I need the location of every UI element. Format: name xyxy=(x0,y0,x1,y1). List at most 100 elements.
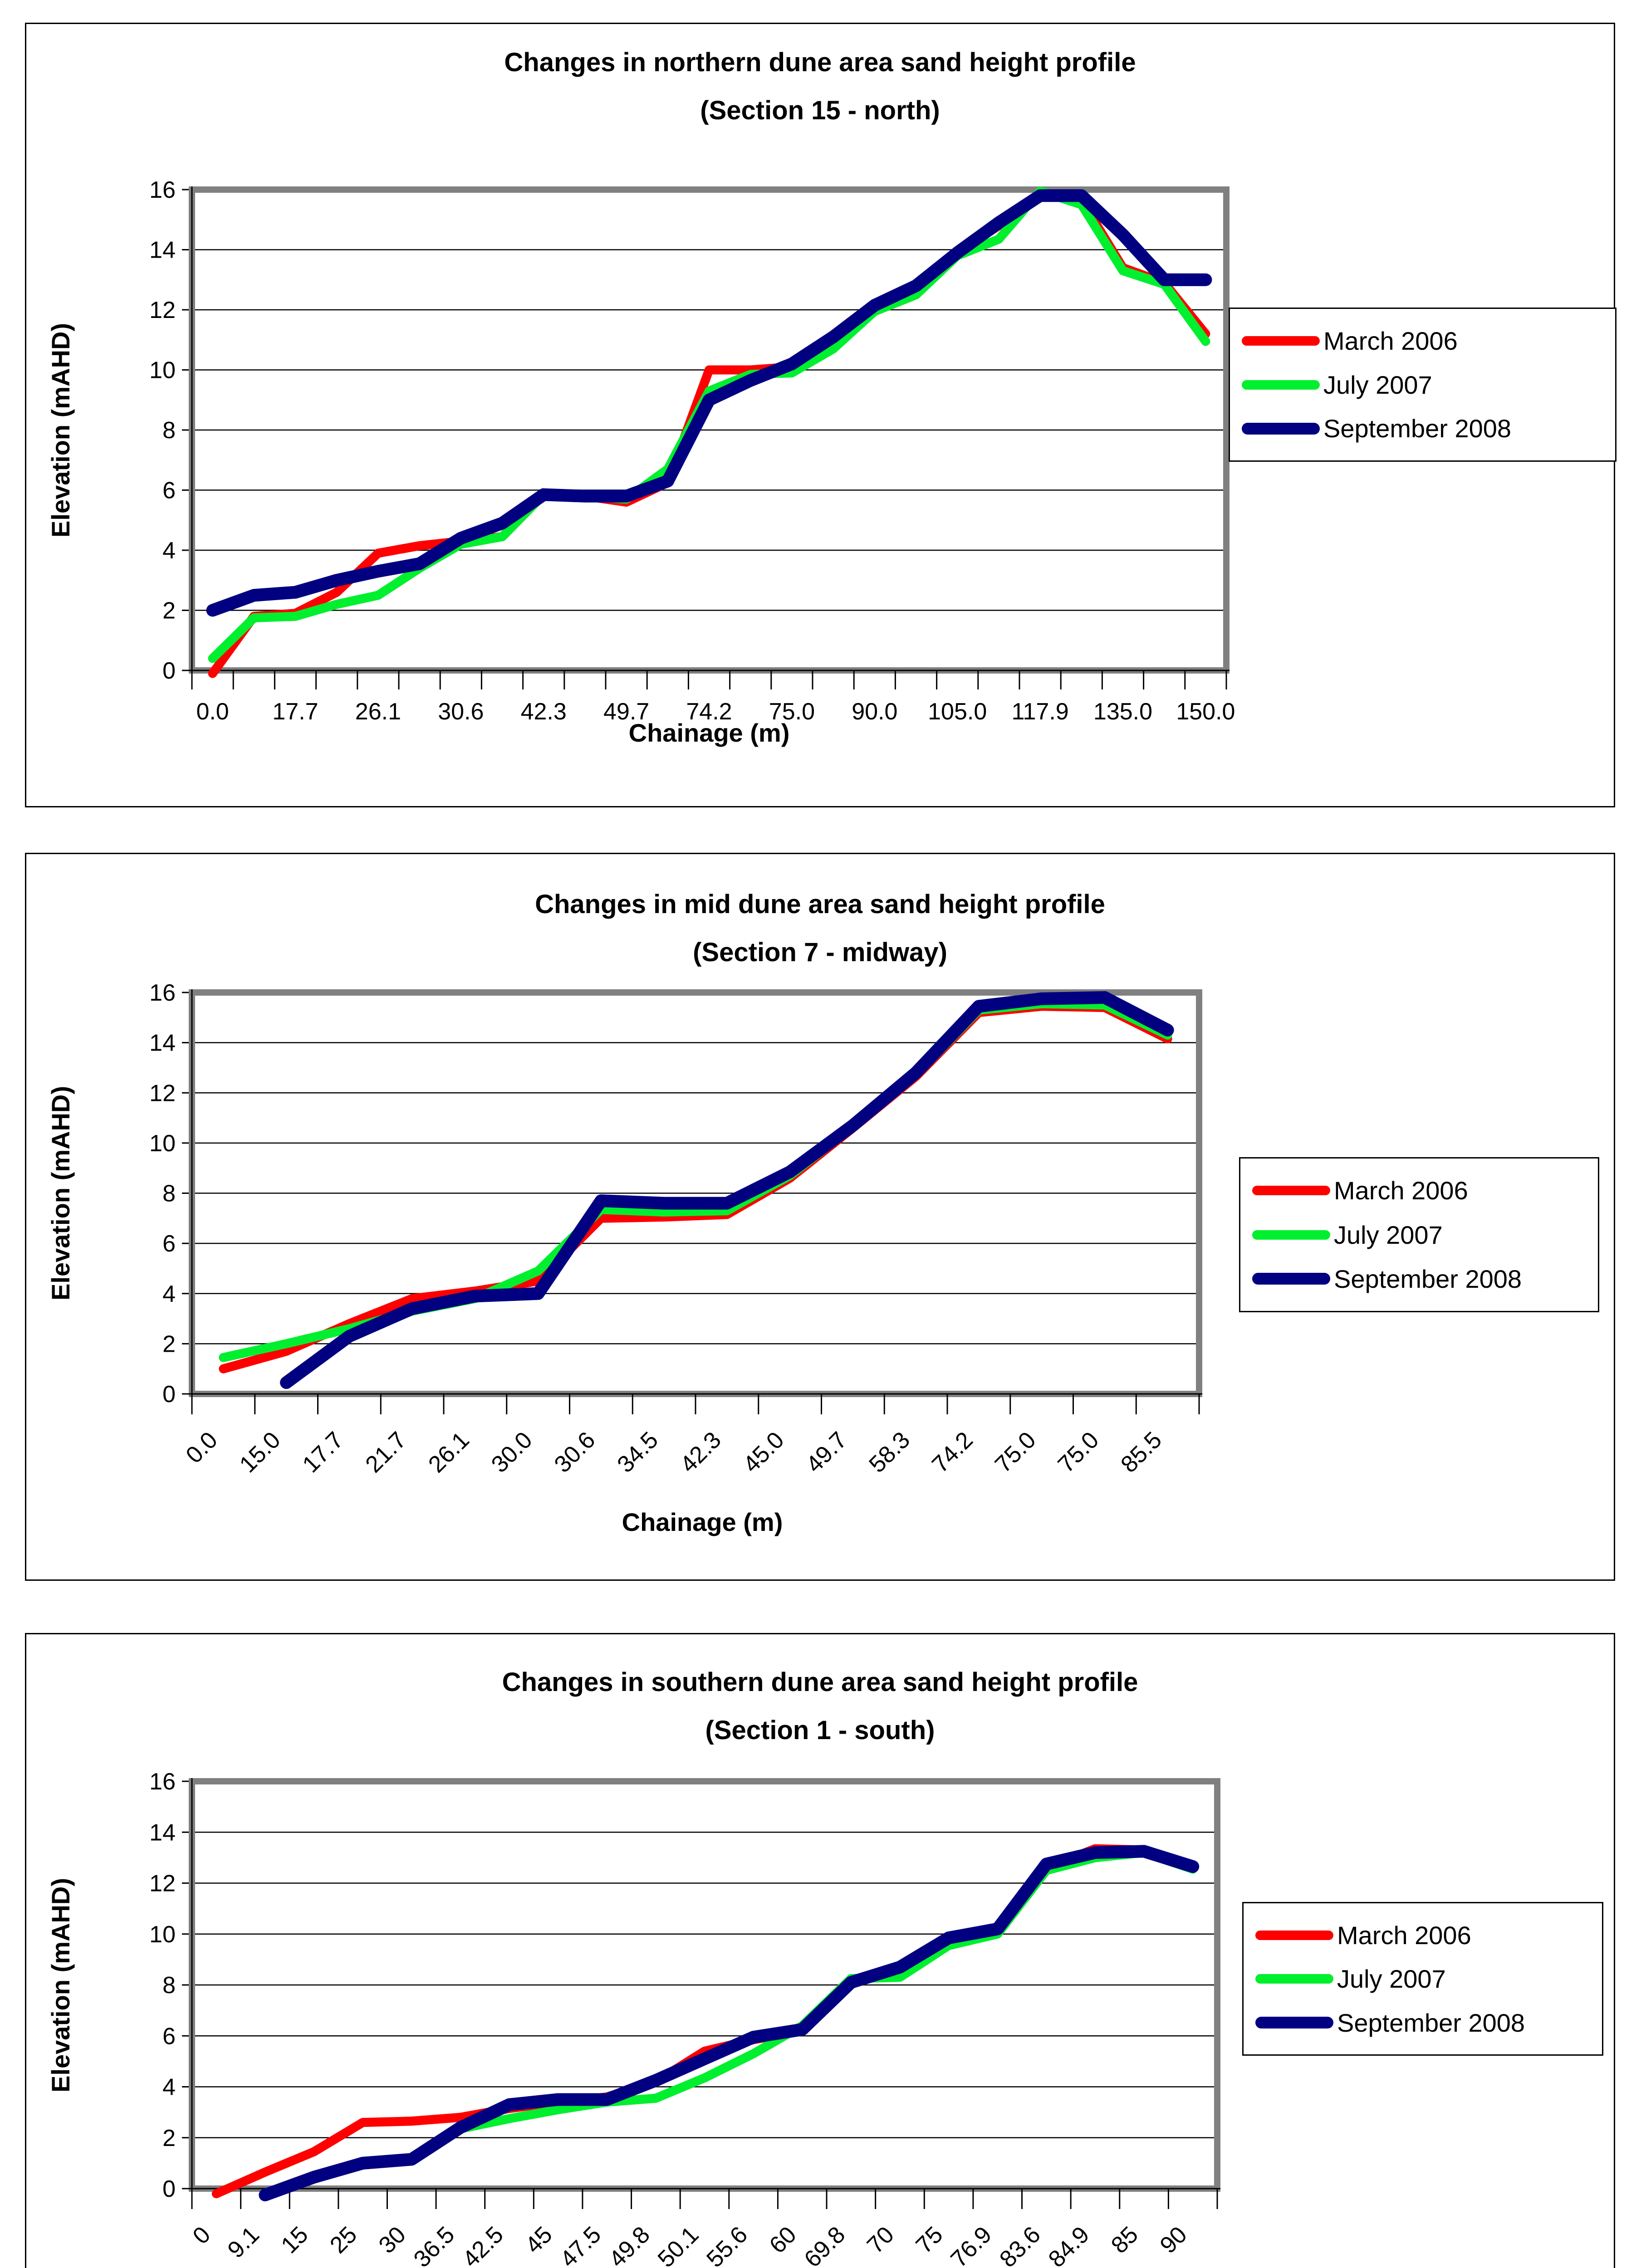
x-tick-label: 17.7 xyxy=(272,699,318,725)
legend-entry: July 2007 xyxy=(1255,1964,1602,1994)
legend-northern: March 2006 July 2007 September 2008 xyxy=(1229,308,1617,462)
legend-label: March 2006 xyxy=(1323,326,1458,355)
series-line-march-2006 xyxy=(219,1002,1172,1374)
y-tick-label: 2 xyxy=(162,598,176,624)
x-tick-label: 47.5 xyxy=(555,2221,607,2268)
series-line-july-2007 xyxy=(456,1848,1198,2134)
x-tick-label: 36.5 xyxy=(409,2221,460,2268)
x-tick-label: 0.0 xyxy=(181,1427,223,1468)
x-tick-label: 26.1 xyxy=(355,699,401,725)
y-tick-label: 12 xyxy=(149,1080,176,1106)
series-line-september-2008 xyxy=(206,189,1212,617)
x-tick-label: 15 xyxy=(276,2221,314,2258)
x-tick-label: 45 xyxy=(520,2221,558,2258)
series-line-july-2007 xyxy=(208,186,1210,663)
y-tick-label: 14 xyxy=(149,1819,176,1846)
legend-swatch-march-2006 xyxy=(1252,1186,1330,1196)
x-tick-label: 49.8 xyxy=(604,2221,655,2268)
x-tick-label: 42.3 xyxy=(675,1427,726,1478)
x-tick-label: 49.7 xyxy=(801,1427,852,1478)
legend-label: July 2007 xyxy=(1337,1965,1446,1993)
plot-area-mid: 0 2 4 6 8 10 12 14 16 0.0 15.0 17.7 21.7 26.1 30.0 30.6… xyxy=(149,980,1202,1478)
plot-area-northern: 0 2 4 6 8 10 12 14 16 0.0 17.7 26.1 30.6 42.3 49.7 74.2… xyxy=(149,177,1235,725)
x-tick-label: 42.3 xyxy=(521,699,567,725)
legend-swatch-september-2008 xyxy=(1255,2017,1333,2028)
y-tick-label: 0 xyxy=(162,1381,176,1408)
x-tick-label: 135.0 xyxy=(1093,699,1152,725)
y-tick-label: 8 xyxy=(162,1972,176,1999)
x-tick-label: 60 xyxy=(764,2221,802,2258)
y-tick-label: 14 xyxy=(149,1030,176,1056)
x-tick-label: 150.0 xyxy=(1176,699,1235,725)
legend-swatch-march-2006 xyxy=(1242,336,1320,346)
x-tick-label: 30.6 xyxy=(438,699,484,725)
legend-swatch-july-2007 xyxy=(1252,1230,1330,1240)
y-tick-label: 0 xyxy=(162,658,176,684)
y-tick-label: 16 xyxy=(149,177,176,203)
legend-entry: March 2006 xyxy=(1255,1921,1602,1950)
x-tick-label: 17.7 xyxy=(298,1427,349,1478)
legend-swatch-march-2006 xyxy=(1255,1930,1333,1940)
x-tick-label: 25 xyxy=(325,2221,362,2258)
series-line-september-2008 xyxy=(280,991,1174,1389)
legend-label: September 2008 xyxy=(1337,2008,1525,2037)
series-line-july-2007 xyxy=(219,999,1172,1362)
legend-southern: March 2006 July 2007 September 2008 xyxy=(1242,1902,1603,2056)
x-tick-label: 75 xyxy=(911,2221,948,2258)
legend-label: March 2006 xyxy=(1334,1176,1468,1205)
series-line-september-2008 xyxy=(259,1845,1200,2202)
x-tick-label: 83.6 xyxy=(994,2221,1046,2268)
y-tick-label: 10 xyxy=(149,1921,176,1948)
y-tick-label: 2 xyxy=(162,2125,176,2151)
x-tick-label: 74.2 xyxy=(686,699,732,725)
legend-mid: March 2006 July 2007 September 2008 xyxy=(1239,1157,1599,1312)
y-tick-label: 12 xyxy=(149,1871,176,1897)
x-tick-label: 90.0 xyxy=(852,699,897,725)
x-tick-label: 30 xyxy=(374,2221,411,2258)
x-tick-label: 15.0 xyxy=(235,1427,286,1478)
x-tick-label: 30.0 xyxy=(486,1427,538,1478)
x-tick-label: 105.0 xyxy=(928,699,987,725)
x-tick-label: 30.6 xyxy=(549,1427,601,1478)
x-tick-label: 50.1 xyxy=(653,2221,704,2268)
x-tick-label: 26.1 xyxy=(423,1427,475,1478)
legend-label: September 2008 xyxy=(1323,414,1512,443)
x-tick-label: 85 xyxy=(1106,2221,1143,2258)
legend-swatch-july-2007 xyxy=(1255,1974,1333,1984)
legend-swatch-september-2008 xyxy=(1252,1273,1330,1285)
x-tick-label: 21.7 xyxy=(361,1427,412,1478)
legend-entry: March 2006 xyxy=(1242,326,1615,356)
legend-entry: September 2008 xyxy=(1252,1264,1598,1294)
x-tick-label: 76.9 xyxy=(946,2221,997,2268)
legend-label: March 2006 xyxy=(1337,1921,1471,1950)
chart-mid-title: Changes in mid dune area sand height pro… xyxy=(535,890,1105,919)
chart-southern-container: Changes in southern dune area sand heigh… xyxy=(25,1633,1615,2268)
x-tick-label: 34.5 xyxy=(612,1427,664,1478)
legend-entry: March 2006 xyxy=(1252,1176,1598,1205)
x-tick-label: 75.0 xyxy=(990,1427,1041,1478)
x-tick-label: 74.2 xyxy=(927,1427,978,1478)
x-axis-title: Chainage (m) xyxy=(628,719,790,747)
chart-mid-container: Changes in mid dune area sand height pro… xyxy=(25,853,1615,1581)
x-tick-label: 58.3 xyxy=(864,1427,916,1478)
x-axis-title: Chainage (m) xyxy=(622,1508,783,1536)
legend-entry: July 2007 xyxy=(1242,370,1615,400)
y-tick-label: 8 xyxy=(162,417,176,444)
y-tick-label: 4 xyxy=(162,1281,176,1307)
y-tick-label: 6 xyxy=(162,1231,176,1257)
y-tick-label: 4 xyxy=(162,2074,176,2101)
y-tick-label: 8 xyxy=(162,1181,176,1207)
legend-swatch-july-2007 xyxy=(1242,380,1320,390)
y-tick-label: 6 xyxy=(162,2023,176,2049)
chart-mid-subtitle: (Section 7 - midway) xyxy=(693,938,947,967)
legend-entry: September 2008 xyxy=(1242,414,1615,443)
y-tick-label: 16 xyxy=(149,1769,176,1795)
x-tick-label: 84.9 xyxy=(1043,2221,1095,2268)
x-tick-label: 90 xyxy=(1155,2221,1192,2258)
chart-southern-title: Changes in southern dune area sand heigh… xyxy=(502,1667,1138,1697)
y-tick-label: 4 xyxy=(162,538,176,564)
legend-label: July 2007 xyxy=(1334,1220,1443,1249)
chart-northern-container: Changes in northern dune area sand heigh… xyxy=(25,23,1617,807)
